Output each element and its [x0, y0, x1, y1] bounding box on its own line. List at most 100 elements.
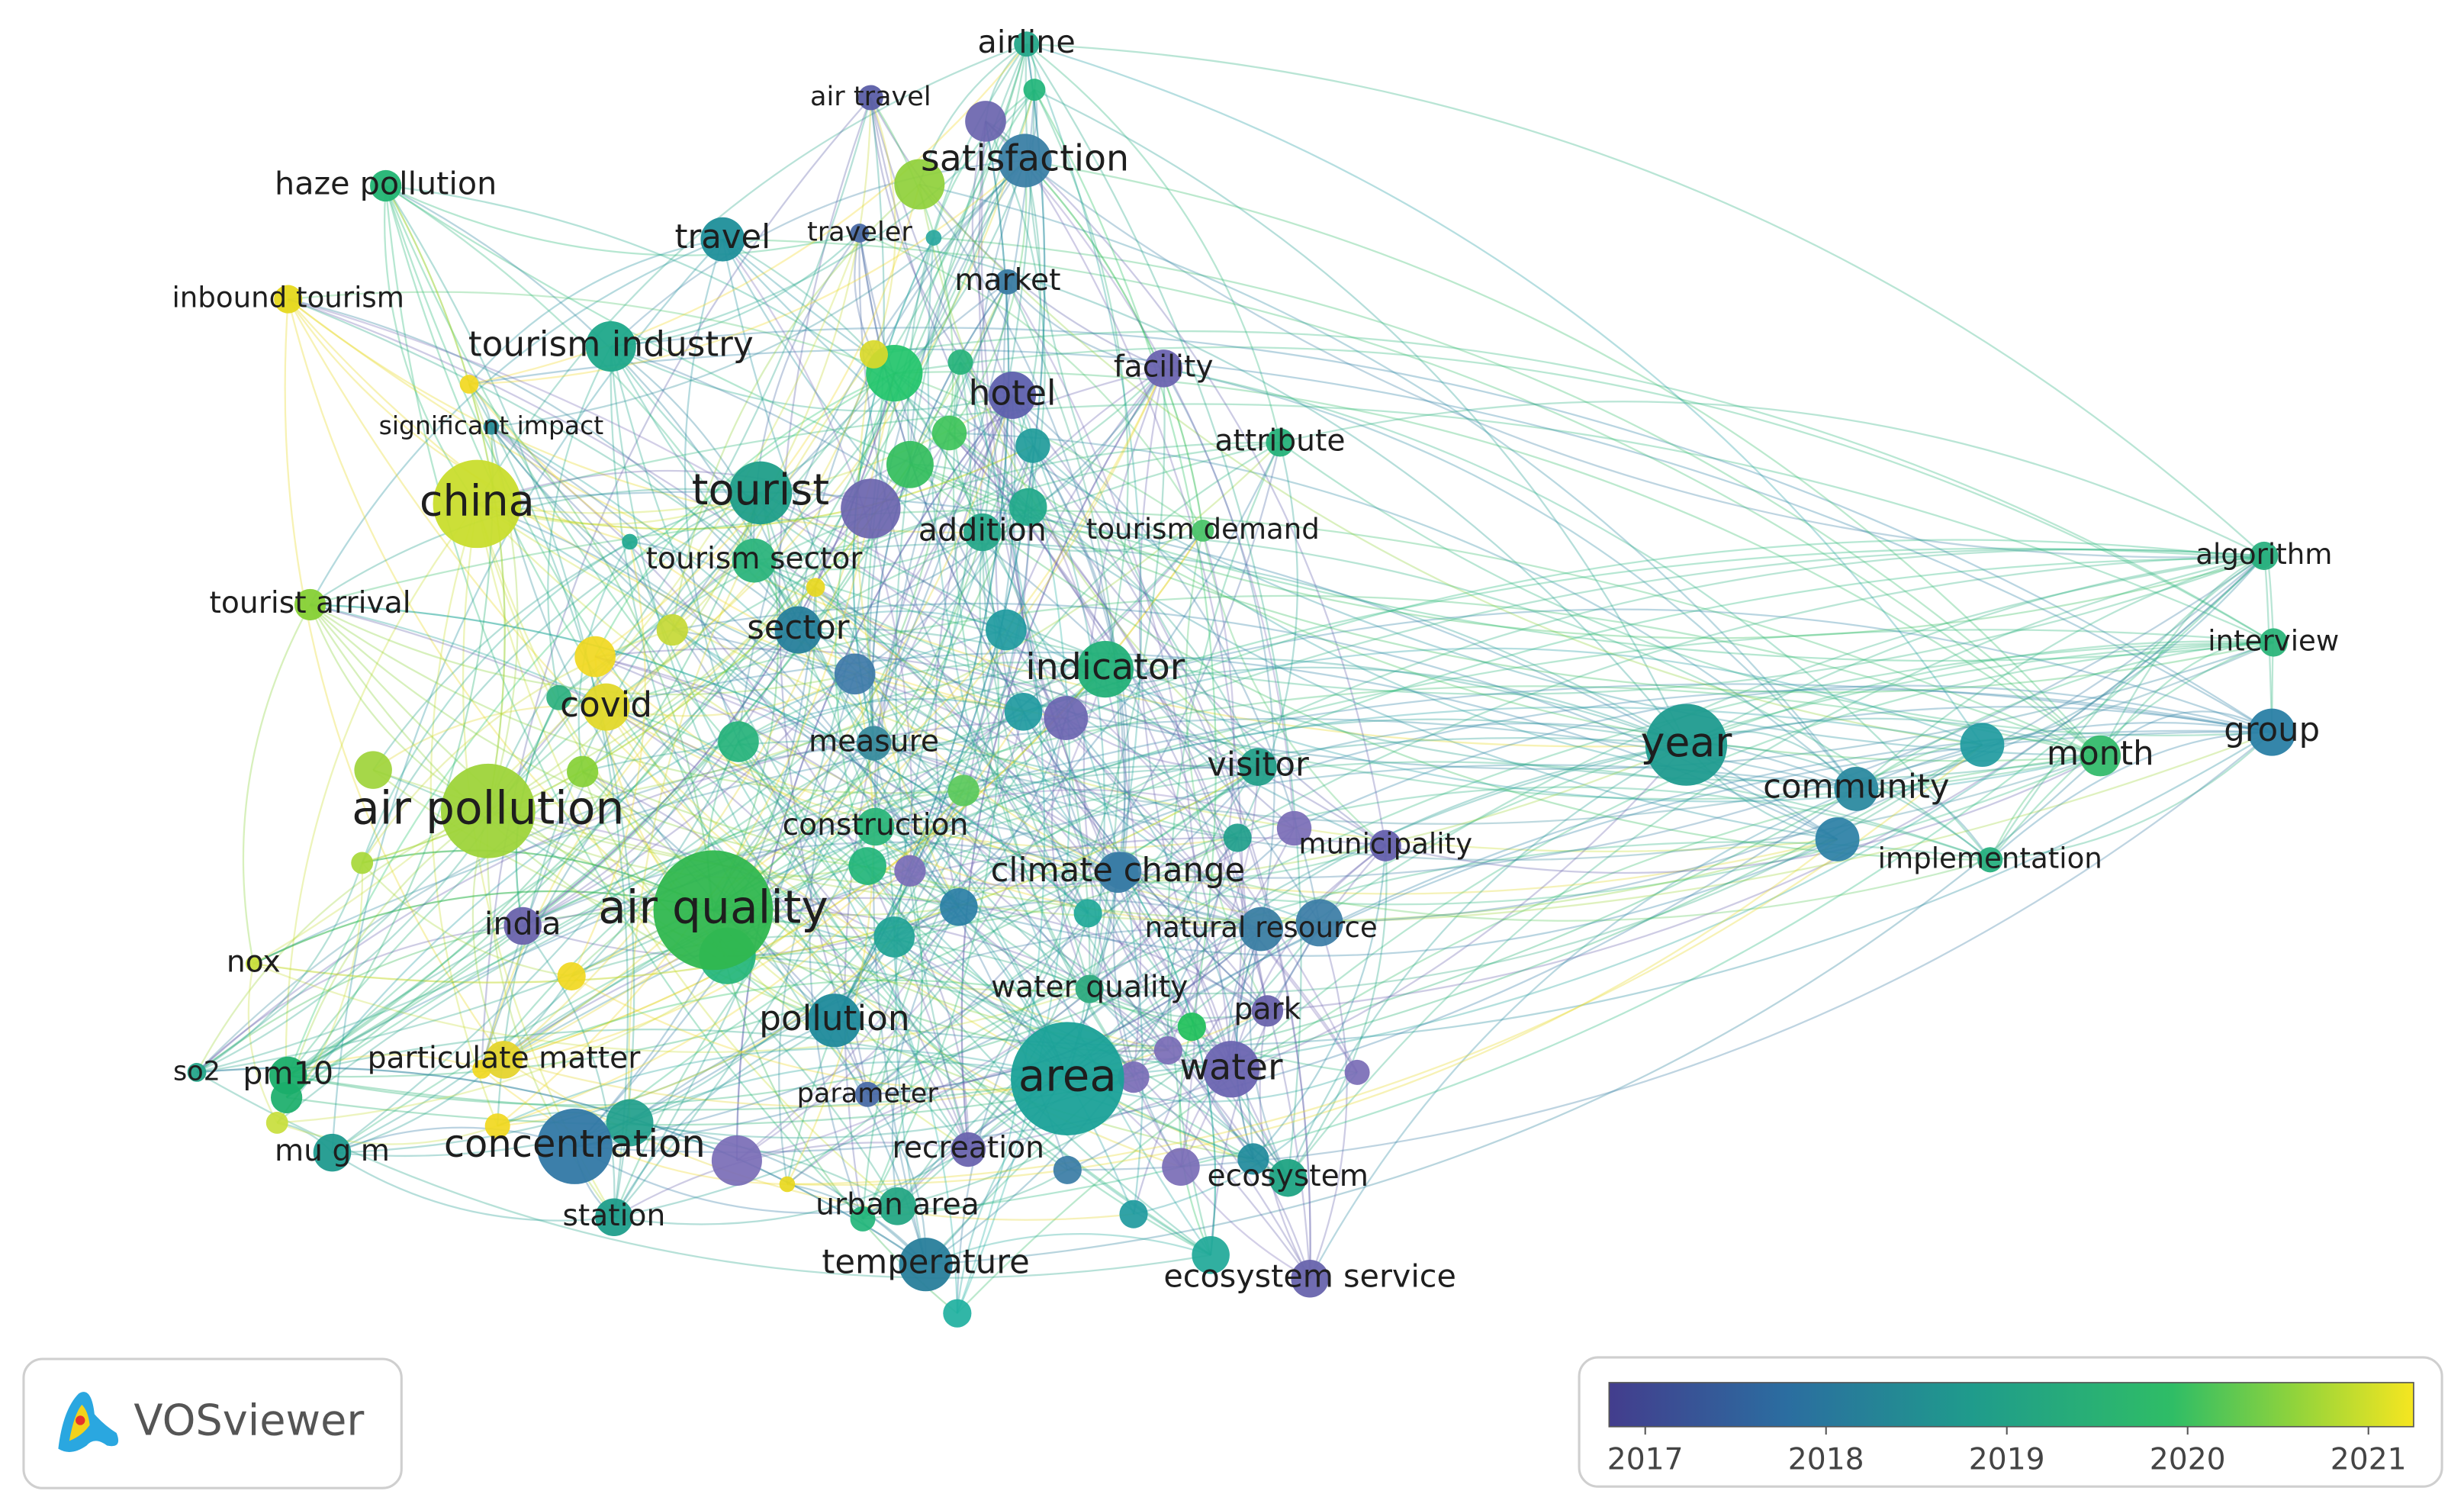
edge: [909, 159, 1026, 465]
edge: [1089, 988, 1311, 1280]
edge: [582, 740, 1238, 839]
edge: [1112, 872, 1182, 1167]
node: [1144, 349, 1182, 388]
node-label: ecosystem service: [1163, 1258, 1456, 1295]
edge: [868, 159, 1026, 744]
node: [700, 217, 745, 262]
node-label: climate change: [991, 852, 1246, 890]
node: [503, 906, 542, 945]
edge: [895, 43, 1028, 1150]
edge: [288, 298, 1232, 1070]
node-dot: [1276, 810, 1312, 846]
node: [774, 606, 822, 654]
edge: [672, 629, 1119, 874]
edge: [918, 183, 1126, 871]
node-label: particulate matter: [368, 1041, 642, 1075]
edge: [309, 488, 761, 606]
node-label: month: [2047, 735, 2154, 773]
edge: [196, 862, 363, 1074]
node: [951, 1132, 986, 1167]
edge: [1167, 442, 1281, 1256]
edge: [1163, 368, 1275, 929]
edge: [896, 744, 1687, 1207]
edge: [361, 862, 572, 977]
edge: [629, 541, 1211, 1256]
edge: [331, 629, 2274, 1154]
node-label: visitor: [1207, 746, 1309, 784]
edge: [754, 531, 983, 571]
edge: [967, 928, 1262, 1151]
tick-label: 2019: [1969, 1443, 2045, 1477]
node: [245, 955, 262, 972]
edge: [874, 362, 972, 828]
edge: [196, 908, 713, 1074]
edge: [606, 706, 970, 1150]
node-label: china: [420, 477, 535, 526]
edge: [1117, 871, 1268, 1012]
edge: [287, 441, 1281, 1077]
node-dot: [606, 1099, 654, 1147]
edge: [606, 673, 856, 717]
edge: [736, 711, 1025, 1161]
edge: [1287, 555, 2265, 1179]
edge: [503, 1058, 1134, 1221]
edge: [671, 629, 1069, 1080]
node-label: airline: [978, 24, 1076, 60]
edge: [797, 629, 1118, 874]
edge: [1166, 766, 1259, 1051]
node: [1269, 1158, 1308, 1197]
edge: [605, 89, 1036, 708]
edge: [196, 925, 523, 1074]
edge: [384, 185, 864, 1220]
edge: [978, 121, 1232, 1070]
edge: [613, 1142, 969, 1219]
edge: [967, 729, 2273, 1151]
edge: [1023, 608, 2273, 733]
node: [856, 807, 895, 846]
edge: [909, 507, 1030, 871]
node-label: group: [2224, 711, 2320, 749]
edge: [786, 839, 1838, 1187]
node-label: measure: [809, 725, 939, 759]
edge: [2099, 710, 2273, 757]
edge: [1257, 723, 1857, 790]
edge: [385, 185, 860, 256]
node-dot: [1815, 817, 1860, 861]
edge: [985, 121, 1295, 829]
node-label: tourist arrival: [210, 586, 411, 620]
node: [856, 726, 892, 761]
node: [1097, 852, 1139, 894]
edge: [953, 362, 983, 533]
edge: [893, 936, 970, 1151]
edge: [1121, 870, 1217, 1255]
edge: [834, 717, 1067, 1022]
node: [995, 269, 1021, 295]
edge: [995, 394, 1089, 914]
edge: [722, 239, 1288, 1179]
edge: [893, 549, 2264, 938]
edge: [285, 547, 2263, 1099]
node: [1014, 31, 1040, 57]
edge: [613, 668, 1106, 1218]
edge: [310, 509, 2101, 757]
edge: [523, 530, 1204, 927]
edge: [574, 442, 1281, 1148]
edge: [487, 744, 1687, 890]
edge: [629, 540, 799, 631]
edge: [736, 668, 1106, 1161]
edge: [287, 298, 630, 543]
edge: [613, 1148, 969, 1225]
edge: [909, 463, 2263, 639]
edge: [960, 362, 1142, 1077]
node: [850, 224, 870, 243]
edge: [867, 718, 1687, 868]
edge: [870, 97, 1386, 847]
node: [269, 1056, 307, 1095]
edge: [332, 975, 573, 1154]
edge: [867, 89, 1035, 744]
node-label: india: [484, 905, 561, 942]
edge: [372, 491, 761, 771]
edge: [958, 838, 1838, 957]
node-label: station: [562, 1199, 665, 1233]
node: [878, 1187, 917, 1225]
